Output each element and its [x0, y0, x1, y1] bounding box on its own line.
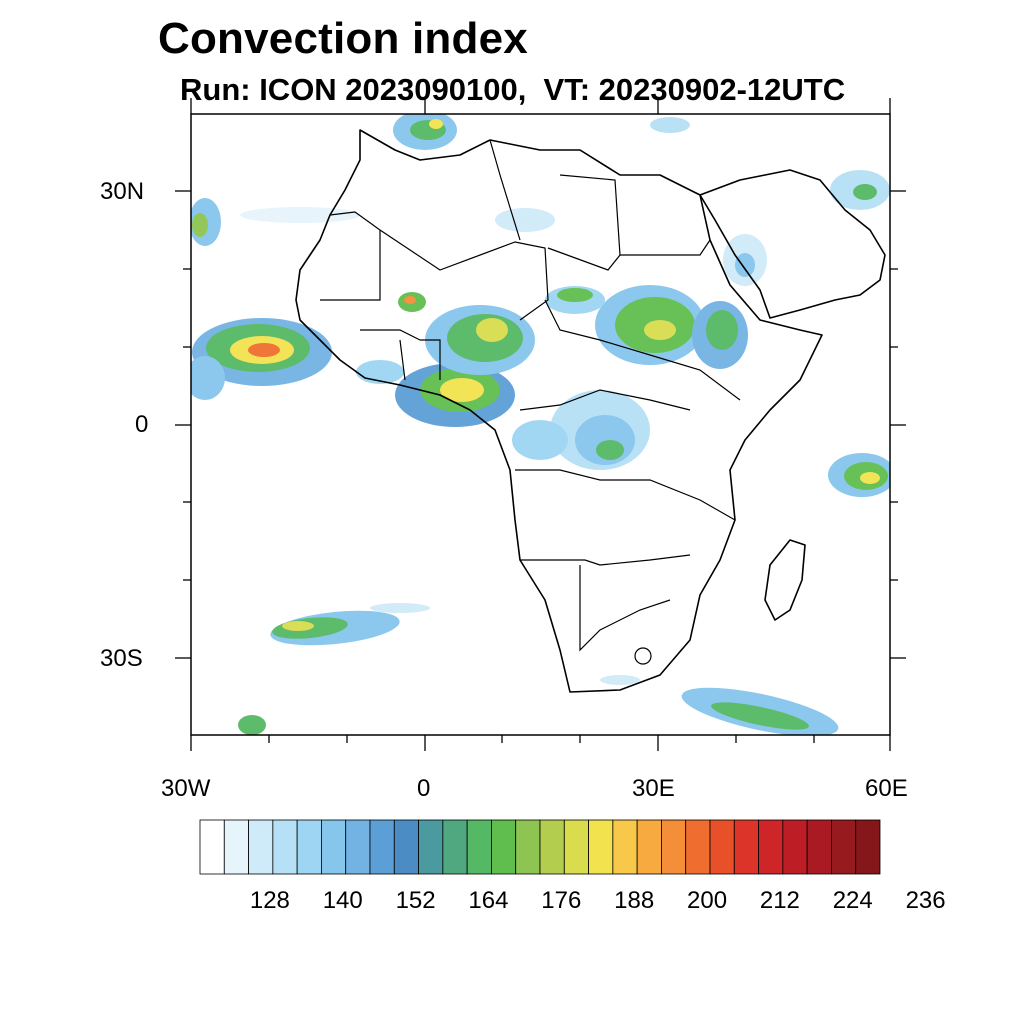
colorbar-box [782, 819, 808, 875]
y-tick-label-0: 0 [135, 411, 149, 438]
colorbar-box [515, 819, 541, 875]
colorbar-label: 200 [687, 887, 728, 914]
colorbar-box [248, 819, 274, 875]
colorbar-box [272, 819, 298, 875]
x-tick-label-30w: 30W [161, 775, 211, 802]
colorbar-box [199, 819, 225, 875]
colorbar [199, 819, 881, 875]
country-borders [320, 139, 741, 665]
colorbar-box [661, 819, 687, 875]
colorbar-box [636, 819, 662, 875]
colorbar-box [685, 819, 711, 875]
y-tick-label-30s: 30S [100, 645, 143, 672]
colorbar-box [418, 819, 444, 875]
colorbar-label: 224 [832, 887, 873, 914]
colorbar-box [321, 819, 347, 875]
colorbar-box [806, 819, 832, 875]
x-tick-label-30e: 30E [632, 775, 675, 802]
colorbar-box [612, 819, 638, 875]
colorbar-box [588, 819, 614, 875]
chart-title: Convection index [158, 14, 528, 63]
colorbar-label: 164 [468, 887, 509, 914]
chart-subtitle: Run: ICON 2023090100, VT: 20230902-12UTC [180, 72, 846, 107]
colorbar-label: 176 [541, 887, 582, 914]
colorbar-box [442, 819, 468, 875]
colorbar-box [539, 819, 565, 875]
x-tick-label-0: 0 [417, 775, 431, 802]
colorbar-box [223, 819, 249, 875]
coastlines [295, 129, 886, 693]
colorbar-box [733, 819, 759, 875]
colorbar-box [345, 819, 371, 875]
colorbar-label: 140 [322, 887, 363, 914]
colorbar-label: 188 [614, 887, 655, 914]
colorbar-box [296, 819, 322, 875]
x-ticks [190, 98, 891, 751]
colorbar-box [491, 819, 517, 875]
colorbar-box [831, 819, 857, 875]
x-tick-label-60e: 60E [865, 775, 908, 802]
colorbar-box [466, 819, 492, 875]
colorbar-box [758, 819, 784, 875]
colorbar-box [393, 819, 419, 875]
colorbar-box [855, 819, 881, 875]
colorbar-box [709, 819, 735, 875]
y-tick-label-30n: 30N [100, 178, 145, 205]
colorbar-label: 128 [249, 887, 290, 914]
colorbar-label: 236 [905, 887, 946, 914]
colorbar-label: 212 [759, 887, 800, 914]
convection-field [191, 114, 890, 735]
colorbar-box [369, 819, 395, 875]
y-ticks [175, 190, 906, 659]
colorbar-box [563, 819, 589, 875]
colorbar-label: 152 [395, 887, 436, 914]
